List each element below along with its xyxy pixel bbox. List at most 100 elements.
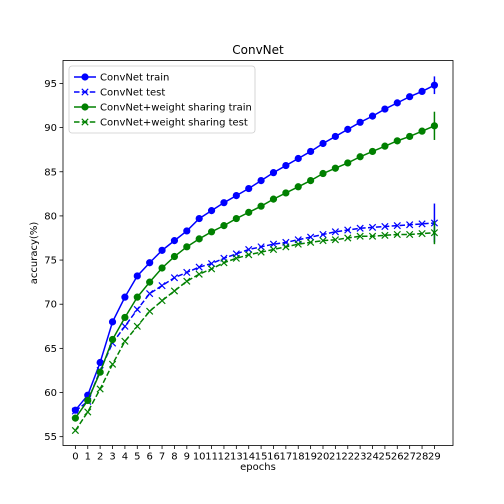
data-point bbox=[207, 228, 216, 236]
legend-marker-stroke bbox=[81, 118, 89, 126]
data-point-stroke bbox=[319, 230, 327, 239]
data-point-stroke bbox=[146, 307, 154, 315]
y-axis-label: accuracy(%) bbox=[29, 222, 40, 285]
data-point bbox=[71, 407, 80, 415]
y-tick-label: 60 bbox=[44, 388, 57, 399]
data-point bbox=[294, 154, 302, 163]
x-tick-label: 0 bbox=[72, 452, 78, 463]
series-4 bbox=[71, 221, 439, 435]
data-point bbox=[146, 289, 154, 298]
data-point bbox=[319, 230, 327, 239]
x-tick-label: 9 bbox=[184, 452, 190, 463]
data-point bbox=[207, 259, 216, 268]
data-point-stroke bbox=[331, 228, 340, 236]
data-point bbox=[232, 254, 240, 262]
data-point-stroke bbox=[121, 322, 129, 330]
series-layer bbox=[71, 76, 439, 435]
data-point-stroke bbox=[71, 426, 80, 435]
data-point bbox=[195, 270, 203, 278]
data-point bbox=[406, 132, 414, 141]
x-tick-label: 14 bbox=[242, 452, 255, 463]
data-point bbox=[133, 293, 141, 301]
data-point bbox=[393, 222, 401, 230]
data-point bbox=[331, 164, 339, 172]
data-point bbox=[257, 248, 265, 256]
x-tick-label: 4 bbox=[122, 452, 128, 463]
y-tick-label: 75 bbox=[44, 256, 57, 267]
x-tick-label: 27 bbox=[403, 452, 416, 463]
data-point bbox=[356, 153, 364, 161]
data-point-stroke bbox=[108, 360, 117, 368]
y-tick-label: 80 bbox=[44, 211, 57, 222]
data-point-stroke bbox=[269, 245, 278, 254]
data-point-stroke bbox=[344, 234, 352, 242]
data-point-stroke bbox=[368, 232, 377, 240]
data-point-stroke bbox=[418, 229, 426, 238]
data-point bbox=[183, 268, 191, 277]
data-point bbox=[195, 235, 203, 243]
data-point bbox=[393, 99, 401, 107]
data-point bbox=[381, 222, 389, 231]
legend-marker bbox=[81, 103, 89, 111]
data-point-stroke bbox=[96, 385, 104, 393]
x-tick-label: 20 bbox=[317, 452, 330, 463]
x-tick-label: 15 bbox=[255, 452, 268, 463]
data-point bbox=[121, 322, 129, 330]
data-point-stroke bbox=[133, 305, 141, 314]
x-tick-label: 8 bbox=[171, 452, 177, 463]
data-point-stroke bbox=[331, 236, 340, 244]
data-point-stroke bbox=[356, 224, 364, 232]
data-point bbox=[257, 176, 265, 185]
legend-marker-stroke bbox=[81, 88, 89, 96]
data-point bbox=[71, 414, 79, 422]
y-tick-label: 65 bbox=[44, 344, 57, 355]
legend-entry: ConvNet test bbox=[74, 88, 165, 99]
data-point-stroke bbox=[245, 251, 253, 259]
x-tick-label: 6 bbox=[146, 452, 152, 463]
data-point-stroke bbox=[344, 226, 352, 234]
data-point-stroke bbox=[257, 248, 265, 256]
x-tick-label: 19 bbox=[304, 452, 317, 463]
data-point bbox=[158, 264, 166, 272]
data-point bbox=[269, 195, 278, 203]
data-point-stroke bbox=[207, 265, 216, 273]
chart-title: ConvNet bbox=[232, 43, 284, 57]
data-point bbox=[356, 224, 364, 232]
x-tick-label: 26 bbox=[391, 452, 404, 463]
data-point bbox=[245, 184, 253, 193]
x-tick-label: 25 bbox=[379, 452, 392, 463]
x-tick-label: 13 bbox=[230, 452, 243, 463]
data-point bbox=[331, 228, 340, 236]
data-point bbox=[406, 221, 414, 229]
legend-marker bbox=[81, 73, 89, 81]
data-point bbox=[183, 277, 191, 285]
x-tick-label: 23 bbox=[354, 452, 367, 463]
data-point-stroke bbox=[170, 287, 179, 295]
data-point bbox=[133, 272, 141, 280]
data-point bbox=[418, 229, 426, 238]
data-point bbox=[232, 192, 240, 200]
data-point bbox=[207, 207, 216, 215]
data-point bbox=[207, 265, 216, 273]
data-point-stroke bbox=[146, 289, 154, 298]
data-point-stroke bbox=[195, 263, 203, 271]
x-tick-label: 21 bbox=[329, 452, 342, 463]
data-point-stroke bbox=[393, 222, 401, 230]
data-point-stroke bbox=[282, 243, 290, 251]
legend-label: ConvNet test bbox=[100, 88, 165, 99]
x-tick-label: 7 bbox=[159, 452, 165, 463]
data-point-stroke bbox=[232, 254, 240, 262]
data-point bbox=[146, 307, 154, 315]
data-point bbox=[381, 231, 389, 239]
data-point bbox=[220, 259, 228, 267]
data-point bbox=[282, 189, 290, 197]
data-point bbox=[368, 223, 377, 232]
data-point-stroke bbox=[306, 238, 315, 247]
x-tick-label: 1 bbox=[85, 452, 91, 463]
data-point bbox=[232, 214, 240, 223]
data-point-stroke bbox=[356, 232, 364, 240]
data-point-stroke bbox=[294, 240, 302, 248]
data-point-stroke bbox=[269, 240, 278, 248]
data-point bbox=[183, 243, 191, 251]
